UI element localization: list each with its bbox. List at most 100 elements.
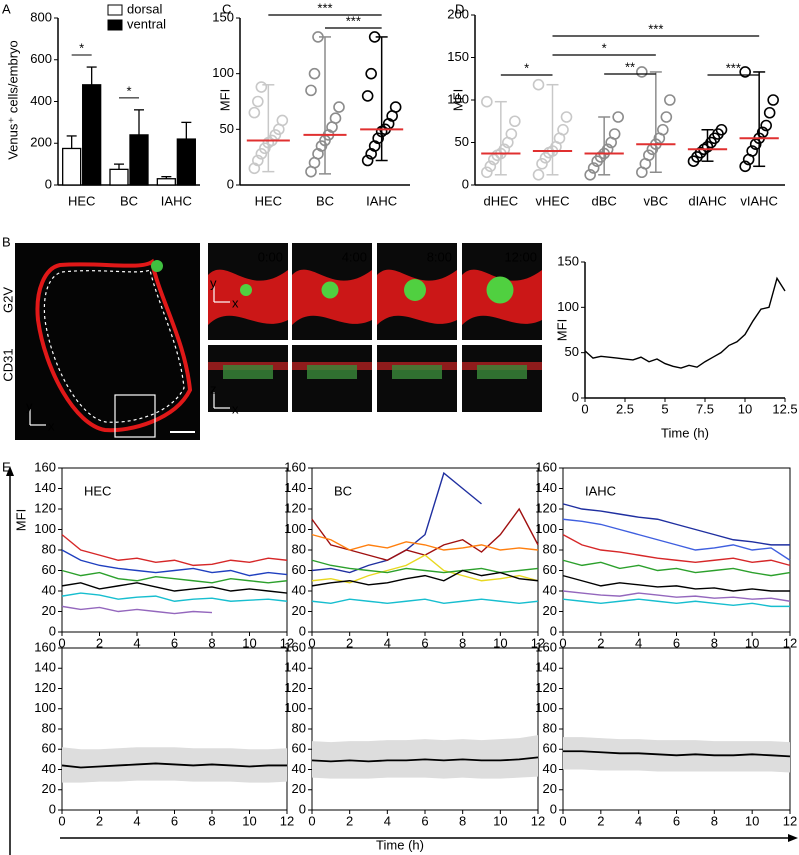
data-point <box>532 78 545 91</box>
x-tick-label: 8 <box>711 635 718 650</box>
x-tick-label: 0 <box>559 635 566 650</box>
vessel-outline <box>35 258 193 433</box>
line <box>311 598 539 605</box>
sig-label: *** <box>726 60 741 75</box>
green-cell <box>486 276 514 304</box>
x-tick-label: 10 <box>242 813 256 828</box>
y-tick-label: 60 <box>292 741 306 756</box>
y-tick-label: 100 <box>535 700 557 715</box>
y-tick-label: 80 <box>42 720 56 735</box>
y-tick-label: 100 <box>284 521 306 536</box>
x-tick-label: 4 <box>133 635 140 650</box>
x-tick-label: 10 <box>493 813 507 828</box>
y-tick-label: 120 <box>535 680 557 695</box>
y-tick-label: 100 <box>34 700 56 715</box>
y-tick-label: 160 <box>535 459 557 474</box>
y-tick-label: 0 <box>572 389 579 404</box>
y-tick-label: 200 <box>447 6 469 21</box>
data-point <box>612 111 624 123</box>
data-point <box>763 106 776 119</box>
panel-label: B <box>2 234 11 249</box>
x-tick-label: 2 <box>597 635 604 650</box>
x-tick-label: 12 <box>531 813 545 828</box>
x-tick-label: 8 <box>459 635 466 650</box>
x-tick-label: BC <box>316 193 334 208</box>
y-tick-label: 80 <box>292 720 306 735</box>
side-green <box>307 365 357 379</box>
x-tick-label: 12 <box>531 635 545 650</box>
y-tick-label: 160 <box>34 639 56 654</box>
line <box>61 762 287 769</box>
y-tick-label: 100 <box>212 65 234 80</box>
y-axis-label: Venus⁺ cells/embryo <box>5 40 20 160</box>
y-tick-label: 50 <box>565 344 579 359</box>
y-tick-label: 40 <box>543 582 557 597</box>
y-tick-label: 80 <box>42 541 56 556</box>
data-point <box>643 149 655 162</box>
line <box>61 582 288 594</box>
line <box>61 534 288 567</box>
legend-label: ventral <box>127 16 166 31</box>
line <box>61 569 288 584</box>
data-point <box>252 95 264 108</box>
data-point <box>308 67 321 80</box>
y-arrow-head <box>6 466 14 476</box>
data-point <box>484 160 497 173</box>
y-tick-label: 160 <box>535 639 557 654</box>
sig-label: * <box>524 60 529 75</box>
y-tick-label: 40 <box>292 582 306 597</box>
y-tick-label: 50 <box>455 134 469 149</box>
plot-frame <box>311 647 539 811</box>
y-tick-label: 160 <box>284 459 306 474</box>
x-tick-label: 6 <box>421 635 428 650</box>
data-point <box>760 119 772 132</box>
y-tick-label: 140 <box>535 660 557 675</box>
x-tick-label: 8 <box>459 813 466 828</box>
y-tick-label: 0 <box>49 801 56 816</box>
x-tick-label: dBC <box>592 193 617 208</box>
x-tick-label: 8 <box>208 813 215 828</box>
side-green <box>223 365 273 379</box>
x-tick-label: 10 <box>745 635 759 650</box>
y-tick-label: 0 <box>550 623 557 638</box>
y-tick-label: 0 <box>49 623 56 638</box>
panel-title: IAHC <box>585 483 616 498</box>
x-tick-label: 0 <box>308 635 315 650</box>
axis-glyph-label: y <box>26 398 33 413</box>
x-tick-label: 4 <box>635 635 642 650</box>
axis-glyph-label: x <box>232 401 239 416</box>
y-tick-label: 0 <box>227 176 234 191</box>
data-point <box>536 157 548 170</box>
data-point <box>365 67 377 80</box>
x-tick-label: IAHC <box>161 193 192 208</box>
line <box>562 518 791 561</box>
bar <box>176 138 196 186</box>
y-tick-label: 140 <box>34 480 56 495</box>
x-tick-label: 6 <box>673 635 680 650</box>
line <box>311 756 539 763</box>
x-tick-label: 2 <box>96 813 103 828</box>
x-tick-label: 12.5 <box>772 401 797 416</box>
data-point <box>361 154 374 167</box>
axis-glyph-label: y <box>210 275 217 290</box>
data-point <box>608 128 621 140</box>
y-axis-label: MFI <box>450 89 465 111</box>
data-point <box>481 95 493 108</box>
line <box>562 574 790 592</box>
y-tick-label: 150 <box>212 9 234 24</box>
panel-title: HEC <box>84 483 111 498</box>
x-tick-label: BC <box>120 193 138 208</box>
y-tick-label: 100 <box>557 299 579 314</box>
x-tick-label: 10 <box>745 813 759 828</box>
y-tick-label: 60 <box>543 562 557 577</box>
bar <box>109 168 129 186</box>
line <box>562 534 791 567</box>
data-point <box>505 128 518 140</box>
time-lapse-panels: 0:00 4:00 8:00 12:00 <box>208 243 542 412</box>
line <box>61 549 288 577</box>
y-tick-label: 20 <box>42 603 56 618</box>
x-tick-label: 12 <box>280 635 294 650</box>
green-cell <box>240 284 252 296</box>
y-tick-label: 150 <box>447 49 469 64</box>
y-tick-label: 0 <box>299 623 306 638</box>
